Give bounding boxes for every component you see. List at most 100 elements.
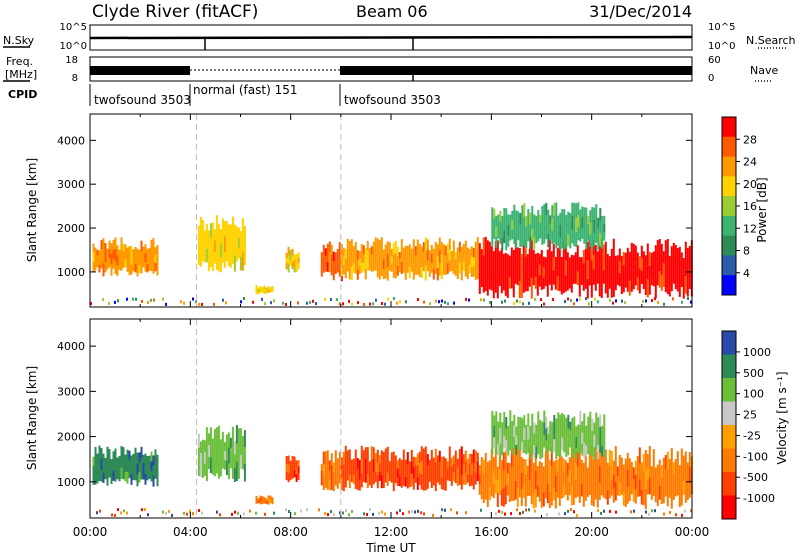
echo-cell (622, 265, 625, 280)
echo-cell (545, 428, 548, 441)
echo-cell (237, 428, 240, 446)
echo-cell (424, 265, 427, 281)
echo-cell (510, 512, 512, 516)
echo-cell (293, 470, 296, 478)
echo-cell (537, 439, 540, 455)
echo-cell (239, 454, 242, 469)
echo-cell (201, 302, 203, 306)
echo-cell (526, 278, 529, 292)
echo-cell (201, 219, 204, 235)
echo-cell (534, 452, 537, 472)
echo-cell (464, 264, 467, 277)
echo-cell (509, 214, 512, 224)
echo-cell (628, 280, 631, 296)
echo-cell (430, 254, 433, 264)
echo-cell (556, 262, 559, 277)
echo-cell (561, 209, 564, 223)
echo-cell (124, 463, 127, 473)
echo-cell (118, 262, 121, 270)
echo-cell (213, 429, 216, 446)
echo-cell (486, 476, 489, 493)
echo-cell (320, 464, 323, 472)
echo-cell (293, 266, 296, 273)
echo-cell (528, 464, 531, 481)
echo-cell (197, 238, 200, 253)
echo-cell (152, 465, 155, 477)
echo-cell (150, 250, 153, 261)
echo-cell (94, 459, 97, 473)
echo-cell (263, 290, 266, 295)
echo-cell (614, 464, 617, 483)
echo-cell (102, 238, 105, 252)
echo-cell (197, 433, 200, 449)
echo-cell (580, 266, 583, 276)
echo-cell (96, 249, 99, 256)
echo-cell (576, 245, 579, 259)
echo-cell (124, 244, 127, 253)
echo-cell (223, 460, 226, 470)
echo-cell (535, 215, 538, 226)
echo-cell (239, 441, 242, 456)
echo-cell (598, 260, 601, 279)
echo-cell (634, 460, 637, 476)
echo-cell (388, 260, 391, 271)
echo-cell (426, 249, 429, 261)
echo-cell (418, 451, 421, 464)
echo-cell (513, 414, 516, 427)
echo-cell (565, 236, 568, 249)
echo-cell (670, 275, 673, 292)
echo-cell (660, 490, 663, 504)
echo-cell (612, 301, 614, 305)
echo-cell (264, 512, 266, 516)
echo-cell (291, 255, 294, 263)
echo-cell (424, 237, 427, 253)
echo-cell (676, 465, 679, 481)
echo-cell (140, 446, 143, 459)
echo-cell (511, 443, 514, 455)
echo-cell (235, 425, 238, 445)
echo-cell (491, 232, 494, 247)
echo-cell (654, 262, 657, 281)
echo-cell (297, 460, 300, 468)
echo-cell (199, 453, 202, 466)
echo-cell (315, 302, 317, 306)
echo-cell (370, 459, 373, 475)
echo-cell (144, 453, 147, 465)
echo-cell (610, 248, 613, 266)
echo-cell (644, 255, 647, 269)
echo-cell (642, 276, 645, 290)
echo-cell (666, 275, 669, 295)
echo-cell (474, 266, 477, 280)
echo-cell (516, 468, 519, 488)
echo-cell (441, 508, 443, 512)
echo-cell (261, 290, 264, 293)
echo-cell (604, 258, 607, 277)
echo-cell (211, 462, 214, 475)
echo-cell (452, 463, 455, 473)
echo-cell (534, 509, 536, 513)
echo-cell (255, 496, 258, 499)
echo-cell (609, 509, 611, 513)
echo-cell (130, 474, 133, 485)
echo-cell (569, 224, 572, 237)
echo-cell (519, 300, 521, 304)
echo-cell (203, 241, 206, 253)
echo-cell (223, 221, 226, 238)
echo-cell (603, 428, 606, 444)
echo-cell (339, 511, 341, 515)
echo-cell (565, 430, 568, 445)
echo-cell (144, 474, 147, 485)
echo-cell (354, 252, 357, 264)
echo-cell (582, 249, 585, 264)
echo-cell (557, 412, 560, 428)
echo-cell (322, 451, 325, 465)
echo-cell (386, 267, 389, 281)
echo-cell (136, 266, 139, 277)
echo-cell (351, 302, 353, 306)
echo-cell (570, 508, 572, 511)
echo-cell (664, 274, 667, 293)
echo-cell (583, 428, 586, 444)
echo-cell (545, 214, 548, 228)
echo-cell (423, 300, 425, 304)
